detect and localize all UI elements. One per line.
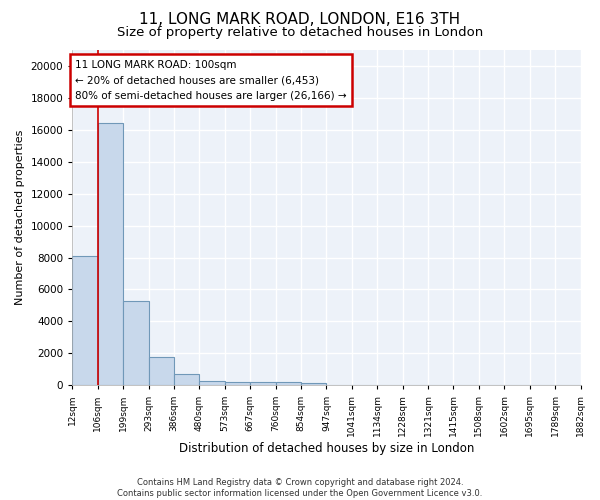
- Bar: [123, 300, 149, 386]
- Text: Contains HM Land Registry data © Crown copyright and database right 2024.
Contai: Contains HM Land Registry data © Crown c…: [118, 478, 482, 498]
- Bar: [250, 382, 275, 386]
- Bar: [149, 358, 174, 386]
- Text: 11 LONG MARK ROAD: 100sqm
← 20% of detached houses are smaller (6,453)
80% of se: 11 LONG MARK ROAD: 100sqm ← 20% of detac…: [76, 60, 347, 101]
- Bar: [73, 256, 98, 386]
- Bar: [225, 382, 250, 386]
- Bar: [275, 382, 301, 386]
- Text: Size of property relative to detached houses in London: Size of property relative to detached ho…: [117, 26, 483, 39]
- X-axis label: Distribution of detached houses by size in London: Distribution of detached houses by size …: [179, 442, 474, 455]
- Text: 11, LONG MARK ROAD, LONDON, E16 3TH: 11, LONG MARK ROAD, LONDON, E16 3TH: [139, 12, 461, 28]
- Bar: [174, 374, 199, 386]
- Bar: [301, 382, 326, 386]
- Bar: [98, 124, 123, 386]
- Y-axis label: Number of detached properties: Number of detached properties: [15, 130, 25, 306]
- Bar: [199, 380, 225, 386]
